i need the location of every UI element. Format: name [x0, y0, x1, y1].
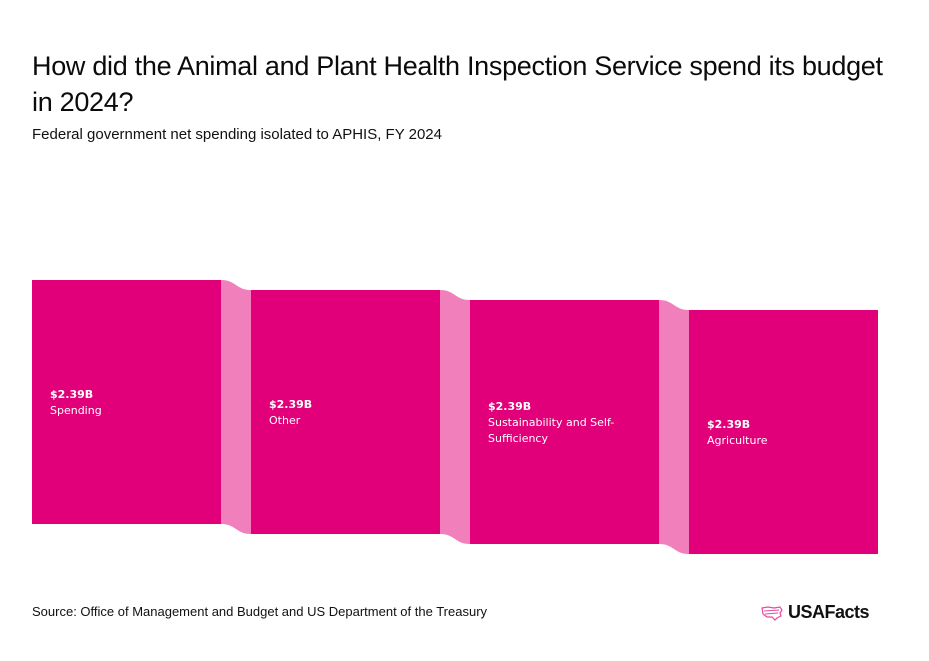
- chart-title: How did the Animal and Plant Health Insp…: [32, 51, 883, 117]
- node-name-label: Spending: [50, 404, 102, 417]
- node-name-label: Sufficiency: [488, 432, 548, 445]
- sankey-node-agriculture: [689, 310, 878, 554]
- sankey-link-2: [659, 300, 689, 554]
- sankey-node-spending: [32, 280, 221, 524]
- sankey-node-sustainability-and-self-sufficiency: [470, 300, 659, 544]
- node-name-label: Agriculture: [707, 434, 768, 447]
- node-value-label: $2.39B: [488, 400, 531, 413]
- usafacts-logo[interactable]: USAFacts: [760, 602, 870, 623]
- node-name-label: Sustainability and Self-: [488, 416, 614, 429]
- brand-name: USAFacts: [788, 602, 870, 622]
- sankey-link-1: [440, 290, 470, 544]
- sankey-labels: $2.39B Spending $2.39B Other $2.39B Sustainab…: [50, 388, 768, 447]
- us-map-icon: [761, 605, 783, 621]
- chart-subtitle: Federal government net spending isolated…: [32, 126, 442, 143]
- sankey-link-0: [221, 280, 251, 534]
- node-value-label: $2.39B: [50, 388, 93, 401]
- sankey-nodes: [32, 280, 878, 554]
- node-value-label: $2.39B: [269, 398, 312, 411]
- source-note: Source: Office of Management and Budget …: [32, 604, 488, 619]
- node-value-label: $2.39B: [707, 418, 750, 431]
- sankey-node-other: [251, 290, 440, 534]
- sankey-links: [221, 280, 689, 554]
- node-name-label: Other: [269, 414, 301, 427]
